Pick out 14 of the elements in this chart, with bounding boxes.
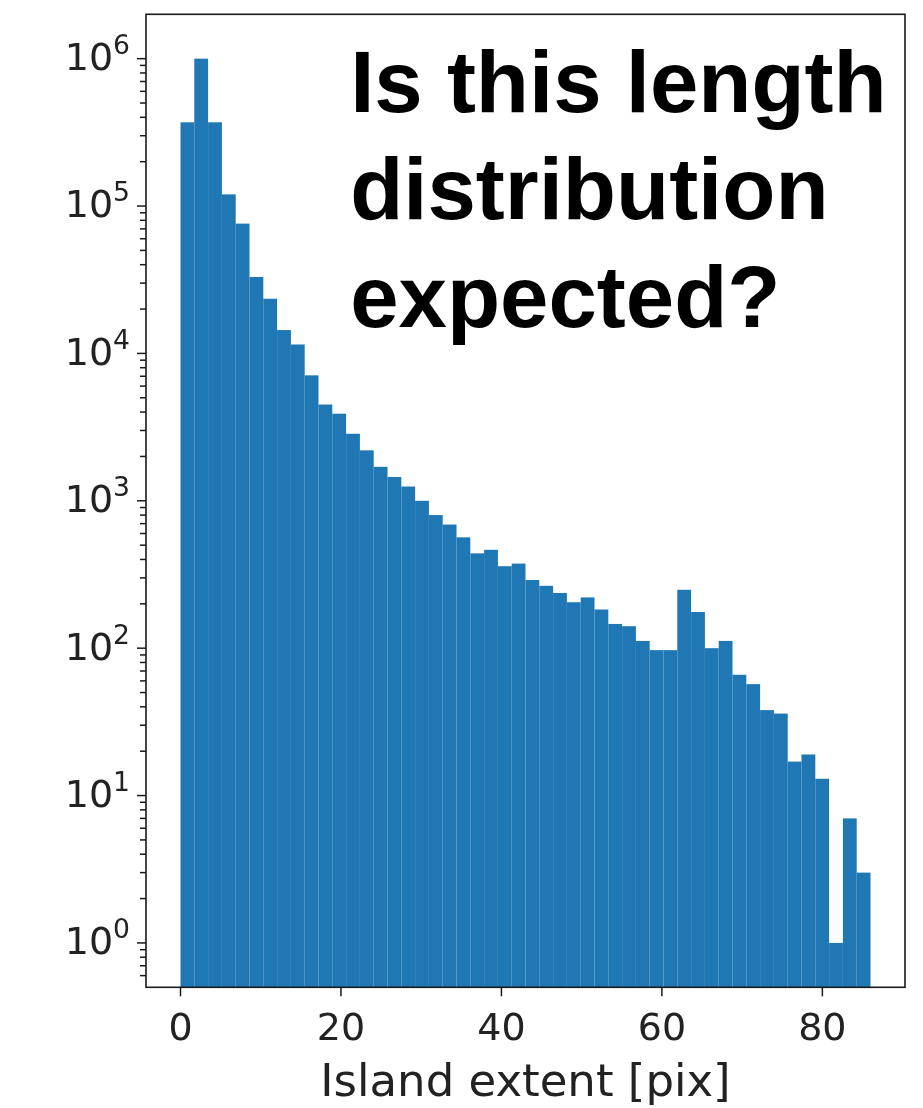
x-tick-label: 40 bbox=[477, 1005, 526, 1050]
y-tick-label: 10$^{0}$ bbox=[64, 913, 130, 964]
y-tick-label: 10$^{3}$ bbox=[64, 471, 130, 522]
x-tick-label: 80 bbox=[798, 1005, 847, 1050]
y-tick-label: 10$^{4}$ bbox=[64, 323, 130, 374]
y-tick-label: 10$^{5}$ bbox=[64, 176, 130, 227]
y-tick-label: 10$^{1}$ bbox=[64, 766, 130, 816]
x-axis-title: Island extent [pix] bbox=[320, 1053, 731, 1107]
y-tick-label: 10$^{2}$ bbox=[64, 618, 130, 669]
x-tick-label: 60 bbox=[637, 1005, 687, 1050]
annotation: Is this length distribution expected? bbox=[350, 32, 887, 345]
x-tick-label: 20 bbox=[316, 1005, 366, 1050]
y-tick-label: 10$^{6}$ bbox=[64, 29, 130, 80]
x-tick-label: 0 bbox=[168, 1005, 193, 1050]
